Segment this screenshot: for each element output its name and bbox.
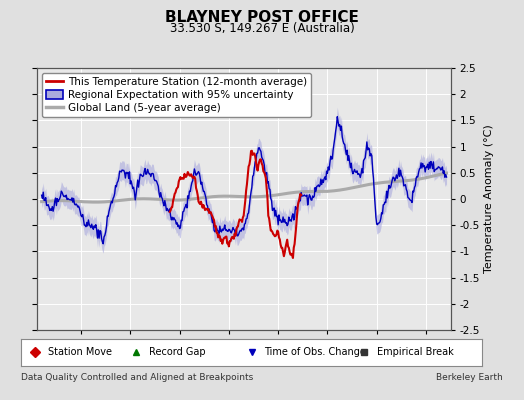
Text: Station Move: Station Move	[48, 347, 112, 358]
Text: Berkeley Earth: Berkeley Earth	[436, 373, 503, 382]
Text: BLAYNEY POST OFFICE: BLAYNEY POST OFFICE	[165, 10, 359, 25]
Text: 33.530 S, 149.267 E (Australia): 33.530 S, 149.267 E (Australia)	[170, 22, 354, 35]
Text: Time of Obs. Change: Time of Obs. Change	[265, 347, 366, 358]
Text: Record Gap: Record Gap	[149, 347, 206, 358]
Legend: This Temperature Station (12-month average), Regional Expectation with 95% uncer: This Temperature Station (12-month avera…	[42, 73, 311, 117]
Text: Empirical Break: Empirical Break	[377, 347, 454, 358]
Text: Data Quality Controlled and Aligned at Breakpoints: Data Quality Controlled and Aligned at B…	[21, 373, 253, 382]
Y-axis label: Temperature Anomaly (°C): Temperature Anomaly (°C)	[484, 125, 494, 273]
